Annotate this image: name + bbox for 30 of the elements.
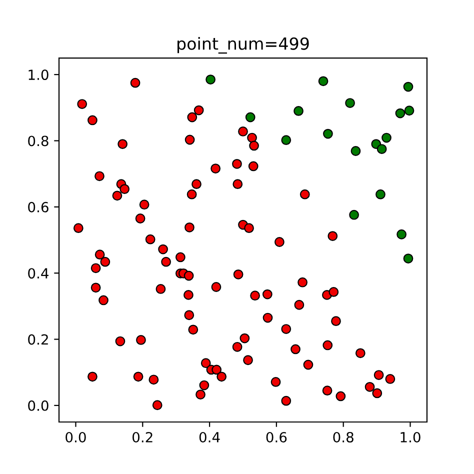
point xyxy=(404,106,414,116)
point xyxy=(349,210,360,220)
x-tick-label: 0.2 xyxy=(132,432,152,442)
chart-title: point_num=499 xyxy=(178,37,309,54)
point xyxy=(294,106,304,116)
point xyxy=(403,254,414,264)
point xyxy=(376,144,387,154)
point xyxy=(395,108,406,118)
point xyxy=(382,132,392,143)
x-tick-label: 0.6 xyxy=(266,432,287,442)
point xyxy=(206,74,216,84)
point xyxy=(350,146,361,156)
point xyxy=(281,135,292,146)
point xyxy=(403,82,414,92)
y-tick-label: 0.4 xyxy=(28,268,49,279)
x-tick-label: 0.0 xyxy=(66,432,86,442)
x-tick-label: 0.4 xyxy=(199,432,220,442)
y-tick-label: 0.2 xyxy=(28,334,48,345)
y-tick-label: 0.8 xyxy=(28,136,48,146)
y-tick-label: 0.0 xyxy=(28,400,48,411)
y-tick-label: 0.6 xyxy=(28,202,48,212)
point xyxy=(318,76,328,86)
x-tick-label: 1.0 xyxy=(400,432,420,442)
x-tick-label: 0.8 xyxy=(333,432,354,442)
point xyxy=(323,128,333,139)
point xyxy=(345,98,355,108)
point xyxy=(396,229,407,240)
y-tick-label: 1.0 xyxy=(28,70,48,80)
point xyxy=(376,189,386,200)
point xyxy=(245,112,256,122)
